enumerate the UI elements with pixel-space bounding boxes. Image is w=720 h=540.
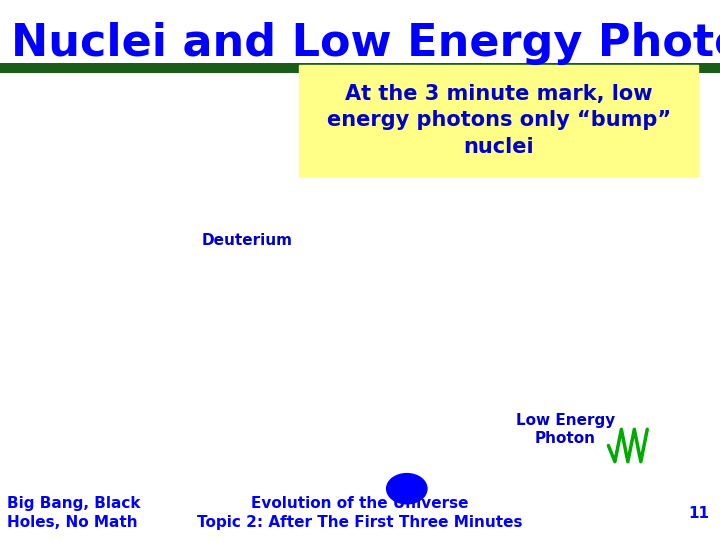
Text: Evolution of the Universe
Topic 2: After The First Three Minutes: Evolution of the Universe Topic 2: After… xyxy=(197,496,523,530)
Text: Big Bang, Black
Holes, No Math: Big Bang, Black Holes, No Math xyxy=(7,496,140,530)
Text: Nuclei and Low Energy Photons: Nuclei and Low Energy Photons xyxy=(11,22,720,65)
Circle shape xyxy=(387,474,427,504)
Text: 11: 11 xyxy=(688,505,709,521)
FancyBboxPatch shape xyxy=(299,65,698,176)
Text: Low Energy
Photon: Low Energy Photon xyxy=(516,413,615,446)
Text: At the 3 minute mark, low
energy photons only “bump”
nuclei: At the 3 minute mark, low energy photons… xyxy=(327,84,670,157)
Text: Deuterium: Deuterium xyxy=(202,233,292,248)
Bar xyxy=(0,63,720,73)
